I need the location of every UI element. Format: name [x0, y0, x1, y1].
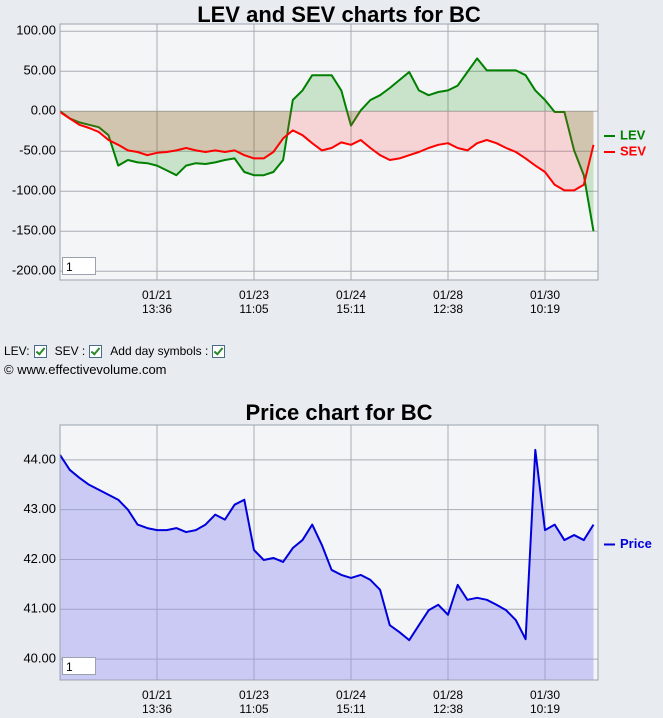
- y-tick-label: -50.00: [19, 143, 56, 158]
- y-tick-label: 0.00: [31, 103, 56, 118]
- y-tick-label: 41.00: [23, 601, 56, 616]
- plot-area: [60, 24, 598, 280]
- line: [59, 57, 595, 232]
- legend-label: SEV: [620, 143, 646, 158]
- y-tick-label: 50.00: [23, 63, 56, 78]
- y-tick-label: 42.00: [23, 551, 56, 566]
- control-label: Add day symbols :: [110, 344, 209, 358]
- range-input[interactable]: 1: [62, 257, 96, 275]
- control-label: LEV:: [4, 344, 30, 358]
- y-tick-label: 100.00: [16, 23, 56, 38]
- plot-border: [59, 23, 599, 281]
- checkbox[interactable]: [89, 344, 103, 358]
- y-tick-label: -200.00: [12, 263, 56, 278]
- x-tick-label: 01/30 10:19: [529, 688, 561, 716]
- line: [59, 448, 595, 642]
- checkbox[interactable]: [212, 344, 226, 358]
- chart-title: LEV and SEV charts for BC: [197, 2, 481, 27]
- area: [60, 111, 594, 191]
- range-input[interactable]: 1: [62, 657, 96, 675]
- legend-label: LEV: [620, 127, 646, 142]
- line: [59, 111, 595, 192]
- x-tick-label: 01/23 11:05: [238, 288, 270, 316]
- checkbox[interactable]: [33, 344, 47, 358]
- y-tick-label: 44.00: [23, 451, 56, 466]
- plot-border: [59, 424, 599, 681]
- legend-label: Price: [620, 536, 652, 551]
- controls: LEV: SEV : Add day symbols :: [4, 344, 229, 358]
- x-tick-label: 01/21 13:36: [141, 688, 173, 716]
- x-tick-label: 01/28 12:38: [432, 688, 464, 716]
- x-tick-label: 01/24 15:11: [335, 288, 367, 316]
- x-tick-label: 01/28 12:38: [432, 288, 464, 316]
- footer: © www.effectivevolume.com: [4, 362, 167, 377]
- y-tick-label: 40.00: [23, 651, 56, 666]
- y-tick-label: -100.00: [12, 183, 56, 198]
- x-tick-label: 01/30 10:19: [529, 288, 561, 316]
- area: [60, 449, 594, 680]
- area: [60, 58, 594, 232]
- y-tick-label: 43.00: [23, 501, 56, 516]
- plot-area: [60, 425, 598, 680]
- y-tick-label: -150.00: [12, 223, 56, 238]
- chart-title: Price chart for BC: [245, 400, 432, 425]
- x-tick-label: 01/21 13:36: [141, 288, 173, 316]
- control-label: SEV :: [54, 344, 86, 358]
- x-tick-label: 01/23 11:05: [238, 688, 270, 716]
- x-tick-label: 01/24 15:11: [335, 688, 367, 716]
